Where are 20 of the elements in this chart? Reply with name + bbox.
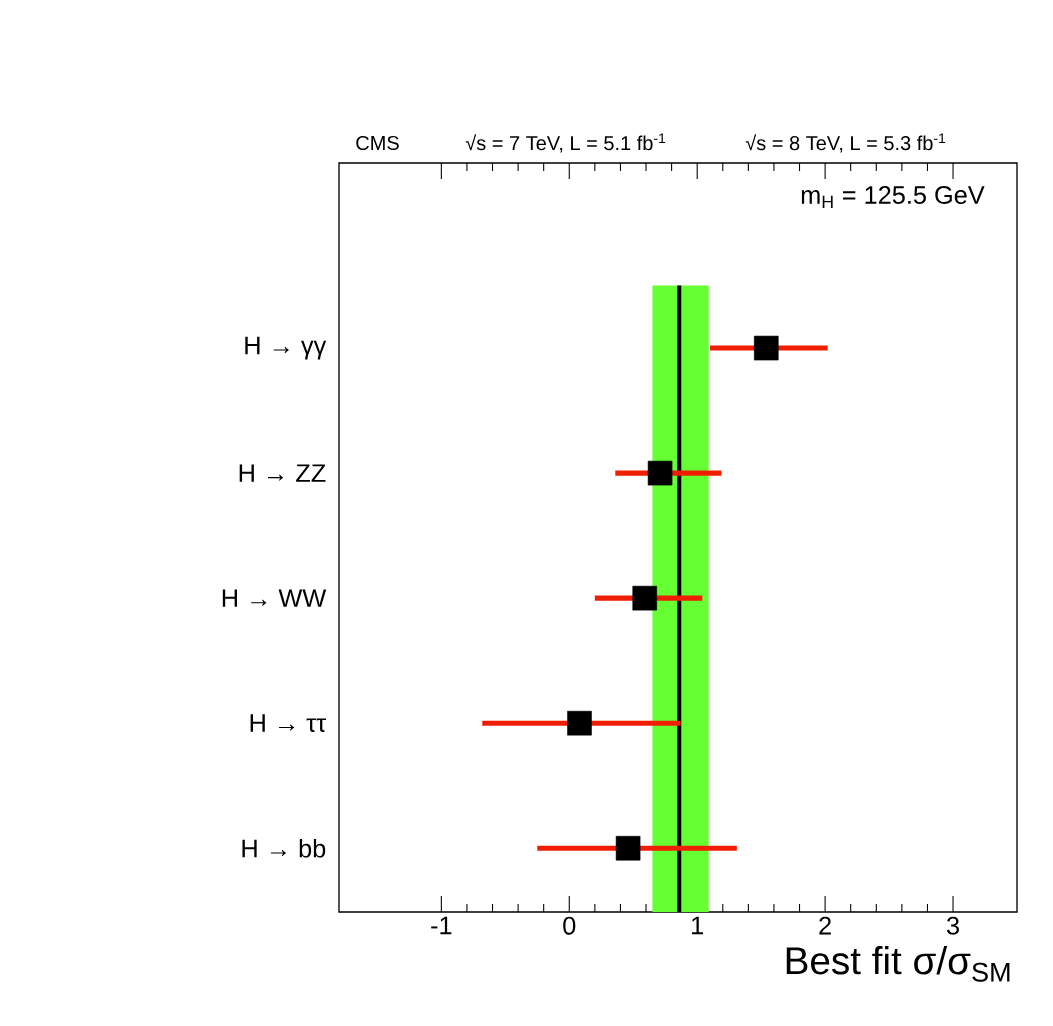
x-tick-label: -1 xyxy=(431,916,452,935)
text: CMS xyxy=(356,135,399,151)
text: m$_{H}$ = 125.5 GeV xyxy=(801,186,985,208)
text: √s = 8 TeV, L = 5.3 fb$^{-1}$ xyxy=(745,133,946,153)
point xyxy=(632,585,658,611)
text: √s = 7 TeV, L = 5.1 fb$^{-1}$ xyxy=(465,133,666,153)
x-axis-title: Best fit σ/σ$_{SM}$ xyxy=(786,946,1010,982)
y-tick-label: H → WW xyxy=(222,589,327,607)
point xyxy=(567,710,592,736)
point xyxy=(615,835,641,861)
y-tick-label: H → ττ xyxy=(250,714,327,733)
point xyxy=(647,460,673,486)
x-tick-label: 2 xyxy=(819,916,831,935)
y-tick-label: H → ZZ xyxy=(239,464,326,482)
x-tick-label: 1 xyxy=(692,916,703,935)
x-tick-label: 3 xyxy=(946,916,959,935)
x-tick-label: 0 xyxy=(563,916,576,935)
y-tick-label: H → γγ xyxy=(245,336,327,360)
point xyxy=(754,335,779,361)
y-tick-label: H → bb xyxy=(242,838,326,858)
